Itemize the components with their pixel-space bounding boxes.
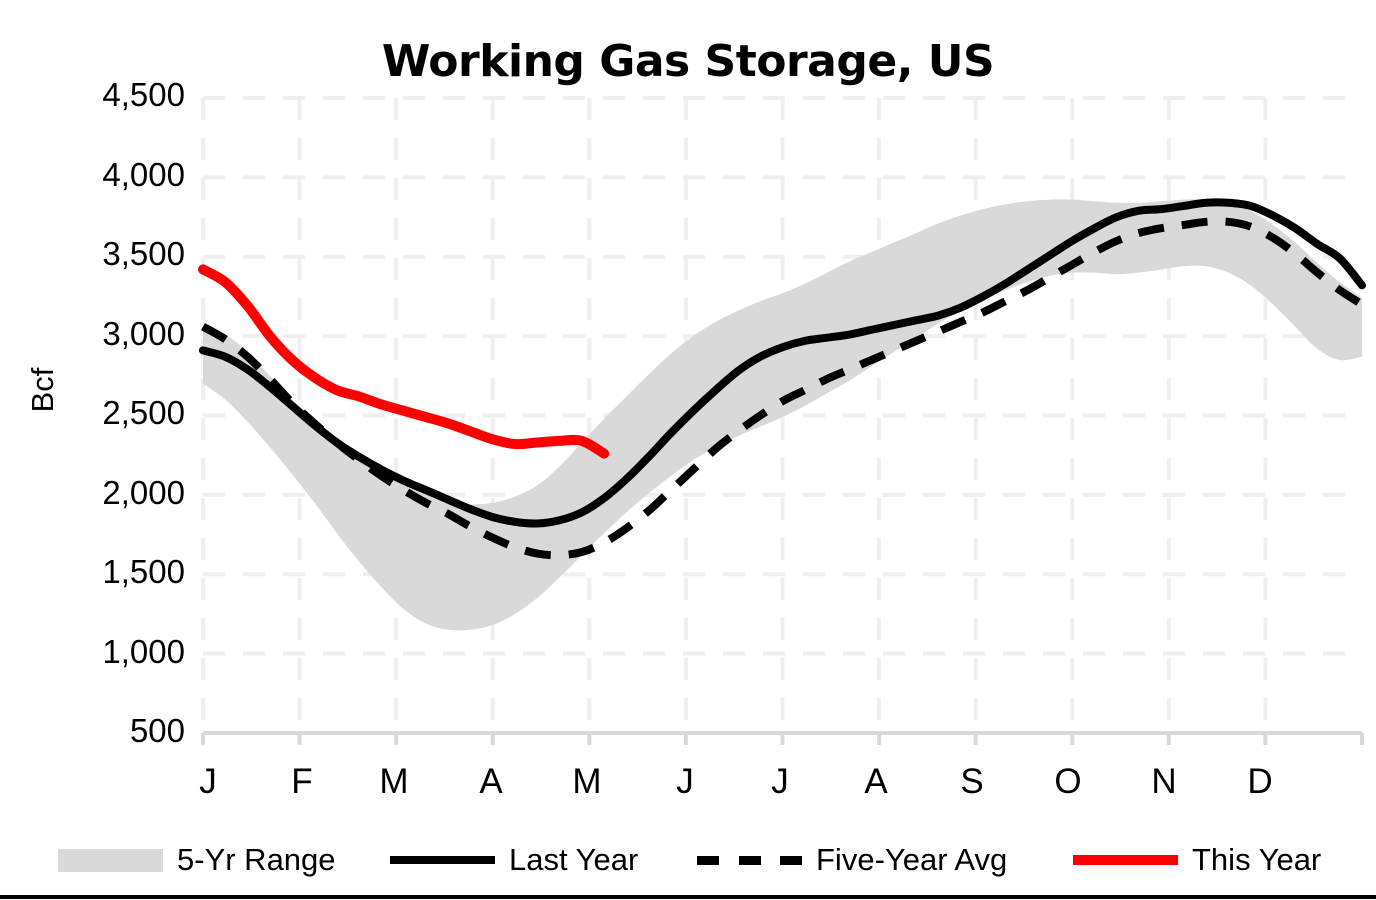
x-tick-label-feb: F [291, 762, 313, 801]
series-5-yr-range [203, 199, 1362, 631]
y-axis-tick-labels: 4,500 4,000 3,500 3,000 2,500 2,000 1,50… [10, 0, 185, 900]
legend-item-five-year-avg[interactable]: Five-Year Avg [697, 836, 1007, 884]
y-tick-label: 3,000 [102, 315, 185, 352]
x-tick-label-jul: J [771, 762, 789, 801]
x-tick-label-may: M [572, 762, 602, 801]
series-last-year [199, 198, 1366, 528]
x-tick-label-nov: N [1151, 762, 1177, 801]
legend-label: Five-Year Avg [816, 842, 1008, 877]
y-tick-label: 4,500 [102, 76, 185, 113]
legend-item-5-yr-range[interactable]: 5-Yr Range [58, 836, 336, 884]
page-title: Working Gas Storage, US [381, 36, 995, 87]
x-tick-label-oct: O [1054, 762, 1082, 801]
legend-item-this-year[interactable]: This Year [1073, 836, 1321, 884]
x-tick-label-jun: J [676, 762, 694, 801]
bottom-divider [0, 895, 1376, 899]
legend-item-last-year[interactable]: Last Year [390, 836, 638, 884]
x-tick-label-apr: A [479, 762, 503, 801]
y-tick-label: 4,000 [102, 156, 185, 193]
series-five-year-avg [201, 217, 1365, 560]
y-tick-label: 1,000 [102, 633, 185, 670]
x-tick-label-jan: J [199, 762, 217, 801]
red-line-swatch-icon [1073, 855, 1178, 865]
legend-label: This Year [1192, 842, 1322, 877]
chart-legend: 5-Yr Range Last Year Five-Year Avg This … [0, 836, 1376, 884]
x-tick-label-aug: A [864, 762, 888, 801]
x-tick-label-mar: M [379, 762, 409, 801]
axis-lines [201, 731, 1364, 745]
solid-line-swatch-icon [390, 856, 495, 864]
range-swatch-icon [58, 848, 163, 872]
x-tick-label-sep: S [960, 762, 984, 801]
legend-label: Last Year [509, 842, 639, 877]
y-tick-label: 500 [129, 712, 185, 749]
y-tick-label: 3,500 [102, 235, 185, 272]
y-tick-label: 1,500 [102, 553, 185, 590]
dashed-line-swatch-icon [697, 855, 802, 865]
y-tick-label: 2,000 [102, 474, 185, 511]
y-tick-label: 2,500 [102, 394, 185, 431]
legend-label: 5-Yr Range [177, 842, 336, 877]
x-tick-label-dec: D [1247, 762, 1273, 801]
series-this-year [198, 264, 610, 459]
